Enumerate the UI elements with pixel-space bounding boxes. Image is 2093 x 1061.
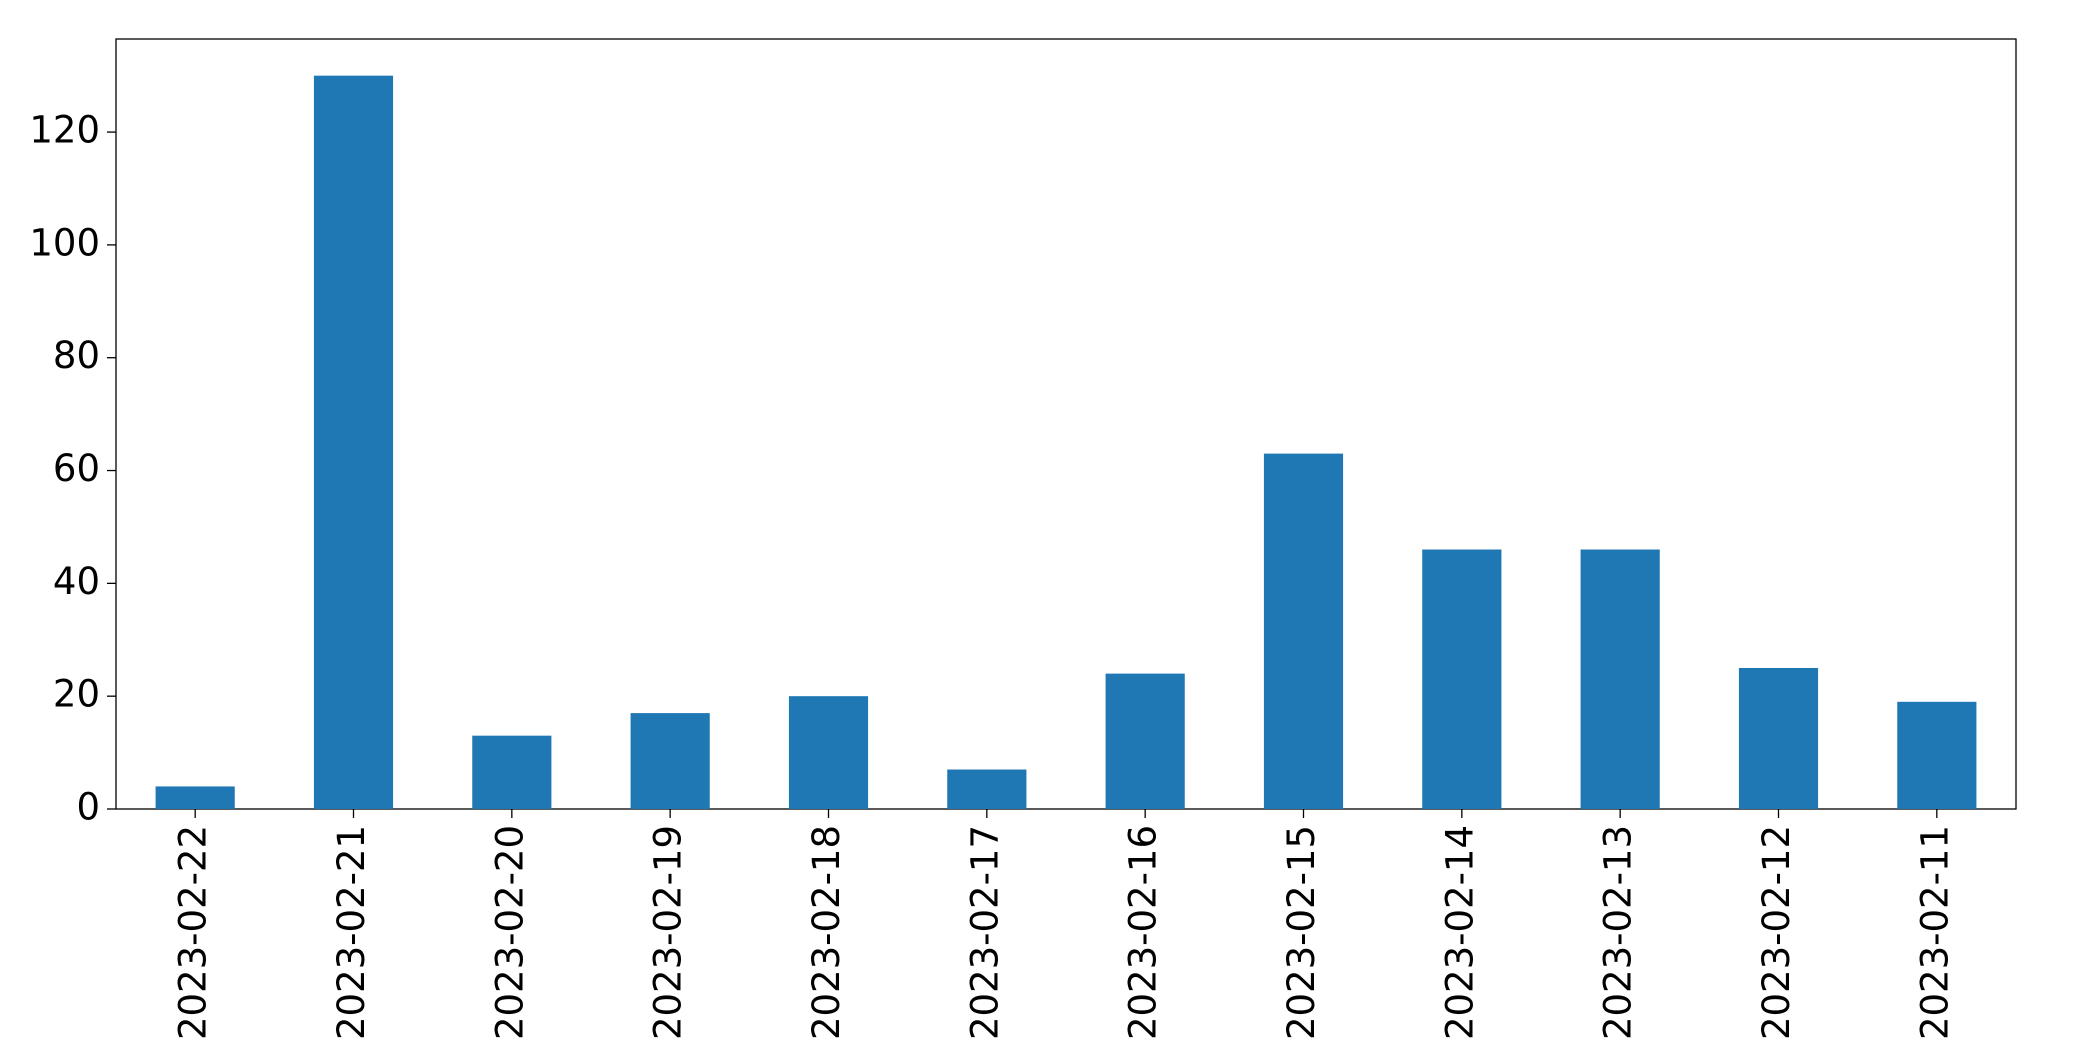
x-tick-label: 2023-02-15 bbox=[1280, 825, 1323, 1040]
bar bbox=[947, 769, 1027, 809]
x-tick-label: 2023-02-22 bbox=[172, 825, 215, 1040]
bar bbox=[1738, 667, 1819, 809]
x-tick-label: 2023-02-20 bbox=[488, 825, 531, 1040]
x-tick-label: 2023-02-18 bbox=[805, 825, 848, 1040]
bar bbox=[1422, 549, 1502, 809]
x-tick-label: 2023-02-11 bbox=[1913, 825, 1956, 1040]
y-tick-label: 60 bbox=[53, 447, 100, 490]
y-tick-label: 80 bbox=[53, 334, 100, 377]
y-tick-label: 20 bbox=[53, 673, 100, 716]
y-tick-label: 0 bbox=[76, 786, 100, 829]
x-tick-label: 2023-02-12 bbox=[1755, 825, 1798, 1040]
bar bbox=[472, 735, 552, 809]
x-tick-label: 2023-02-19 bbox=[647, 825, 690, 1040]
y-tick-label: 40 bbox=[53, 560, 100, 603]
bar bbox=[1263, 453, 1344, 809]
bar bbox=[1105, 673, 1185, 809]
bar bbox=[1897, 701, 1977, 809]
x-tick-label: 2023-02-17 bbox=[963, 825, 1006, 1040]
bar bbox=[788, 696, 869, 809]
x-tick-label: 2023-02-16 bbox=[1122, 825, 1165, 1040]
y-tick-label: 100 bbox=[29, 221, 100, 264]
x-tick-label: 2023-02-21 bbox=[330, 825, 373, 1040]
bar bbox=[155, 786, 235, 809]
bar bbox=[313, 75, 394, 809]
y-tick-label: 120 bbox=[29, 109, 100, 152]
plot-frame bbox=[115, 38, 2017, 810]
bar bbox=[630, 713, 710, 809]
bar bbox=[1580, 549, 1660, 809]
x-tick-label: 2023-02-13 bbox=[1597, 825, 1640, 1040]
x-tick-label: 2023-02-14 bbox=[1438, 825, 1481, 1040]
